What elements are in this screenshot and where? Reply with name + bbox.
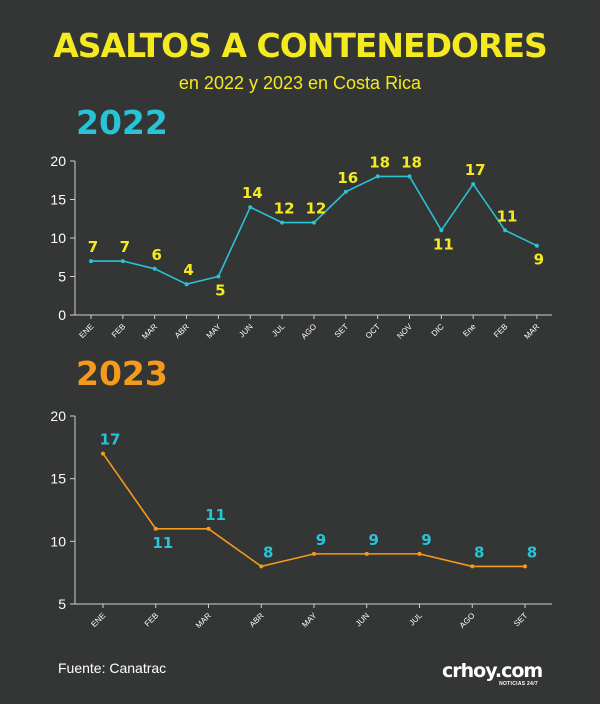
chart-2022-y-tick-label: 15: [50, 192, 66, 208]
chart-2023-data-label: 9: [421, 531, 431, 549]
chart-2022-x-tick-label: Ene: [461, 322, 478, 339]
chart-2022-data-label: 14: [242, 184, 263, 202]
chart-2023-x-tick-label: ABR: [248, 611, 266, 629]
chart-2022-data-point: [503, 228, 508, 233]
chart-2023-y-tick-label: 5: [58, 596, 66, 612]
chart-2022-x-tick-label: JUN: [237, 322, 255, 340]
chart-2022-data-point: [439, 228, 444, 233]
chart-2022-x-tick-label: DIC: [430, 322, 446, 338]
chart-2023-data-point: [153, 526, 158, 531]
chart-2022-data-label: 16: [337, 169, 358, 187]
chart-2023-x-tick-label: ENE: [89, 611, 107, 629]
chart-2022-data-point: [280, 220, 285, 225]
chart-2022-title: 2022: [76, 103, 168, 142]
chart-2022-data-label: 11: [433, 235, 454, 253]
chart-2022-data-label: 12: [306, 200, 327, 218]
page-title: ASALTOS A CONTENEDORES: [53, 26, 548, 65]
chart-2022-x-tick-label: JUL: [270, 322, 287, 339]
chart-2022-x-tick-label: NOV: [395, 322, 414, 341]
chart-2022-data-label: 11: [497, 207, 518, 225]
chart-2023-data-label: 17: [100, 431, 121, 449]
chart-2022-data-point: [152, 266, 157, 271]
chart-2022-x-tick-label: ABR: [173, 322, 191, 340]
chart-2022-y-tick-label: 0: [58, 307, 66, 323]
chart-2022-data-point: [407, 174, 412, 179]
chart-2023-data-label: 8: [474, 543, 484, 561]
chart-2023-data-point: [206, 526, 211, 531]
chart-2023: 5 10 15 20 ENE FEB MAR ABR MAY JUN JUL AGO SET 17 11 11…: [50, 408, 552, 630]
chart-2022-y-tick-label: 10: [50, 230, 66, 246]
chart-2022-y-tick-label: 5: [58, 269, 66, 285]
chart-2023-data-label: 11: [152, 534, 173, 552]
chart-2022-x-tick-label: ENE: [77, 322, 95, 340]
chart-2023-x-tick-label: JUN: [354, 611, 372, 629]
page-subtitle: en 2022 y 2023 en Costa Rica: [178, 73, 422, 93]
chart-2022-x-tick-label: AGO: [299, 322, 318, 341]
chart-2022-data-point: [248, 205, 253, 210]
brand-logo: crhoy.com NOTICIAS 24/7: [442, 660, 543, 687]
chart-2023-y-tick-label: 20: [50, 408, 66, 424]
chart-2022-data-label: 7: [88, 238, 98, 256]
chart-2023-x-tick-label: SET: [512, 611, 529, 628]
logo-text: crhoy.com: [442, 660, 543, 682]
chart-2022-data-point: [216, 274, 221, 279]
chart-2022-data-label: 18: [401, 153, 422, 171]
chart-2023-data-label: 8: [527, 543, 537, 561]
chart-2023-data-label: 9: [369, 531, 379, 549]
chart-2022-series-line: [91, 175, 538, 286]
chart-2022-x-tick-label: SET: [333, 322, 350, 339]
chart-2023-title: 2023: [76, 354, 168, 393]
chart-2023-x-tick-label: MAY: [300, 611, 319, 630]
chart-2023-x-tick-label: AGO: [458, 611, 477, 630]
chart-2022-data-label: 18: [369, 153, 390, 171]
chart-2023-x-tick-label: MAR: [194, 611, 213, 630]
logo-tagline: NOTICIAS 24/7: [499, 681, 538, 687]
chart-2023-data-label: 11: [205, 506, 226, 524]
chart-2022-data-point: [471, 182, 476, 187]
chart-2022-x-tick-label: FEB: [110, 322, 127, 339]
chart-2022-data-label: 17: [465, 161, 486, 179]
chart-2023-y-tick-label: 10: [50, 533, 66, 549]
chart-2023-data-point: [523, 564, 527, 569]
chart-2022-x-tick-label: MAR: [522, 322, 541, 341]
chart-2022-data-point: [311, 220, 316, 225]
chart-2022-data-label: 9: [534, 251, 544, 269]
chart-2022-data-point: [89, 259, 93, 264]
chart-2022-data-point: [375, 174, 380, 179]
chart-2023-data-point: [417, 551, 422, 556]
chart-2023-x-tick-label: JUL: [407, 611, 424, 628]
chart-2022-x-tick-label: OCT: [364, 322, 382, 340]
chart-2022-data-point: [534, 243, 539, 248]
chart-2022: 0 5 10 15 20 ENE FEB MAR ABR MAY JUN JUL AGO SET OCT NO…: [50, 153, 552, 341]
chart-2022-data-point: [184, 282, 189, 287]
chart-2023-x-tick-label: FEB: [143, 611, 160, 628]
chart-2022-data-label: 4: [183, 261, 193, 279]
chart-2022-x-tick-label: FEB: [492, 322, 509, 339]
chart-2023-data-point: [101, 451, 105, 456]
chart-2023-data-point: [470, 564, 475, 569]
chart-2022-data-label: 6: [151, 246, 161, 264]
chart-2022-x-tick-label: MAR: [140, 322, 159, 341]
chart-2022-data-point: [343, 189, 348, 194]
chart-2022-data-label: 12: [274, 200, 295, 218]
chart-2022-data-label: 7: [120, 238, 130, 256]
chart-2022-data-label: 5: [215, 282, 225, 300]
chart-2023-data-label: 9: [316, 531, 326, 549]
chart-2023-data-point: [312, 551, 316, 556]
chart-2022-data-point: [120, 259, 125, 264]
chart-2023-data-point: [259, 564, 264, 569]
chart-2023-data-label: 8: [263, 543, 273, 561]
chart-2022-y-tick-label: 20: [50, 153, 66, 169]
chart-2022-x-tick-label: MAY: [205, 322, 224, 341]
chart-2023-y-tick-label: 15: [50, 471, 66, 487]
chart-2023-data-point: [364, 551, 369, 556]
source-note: Fuente: Canatrac: [58, 660, 167, 676]
